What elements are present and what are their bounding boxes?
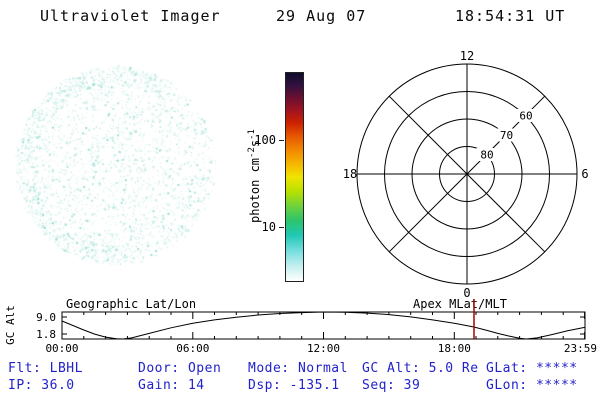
unit-prefix: photon cm (248, 158, 262, 223)
status-gcalt: GC Alt: 5.0 Re (362, 361, 479, 376)
uvi-display-window: Ultraviolet Imager 29 Aug 07 18:54:31 UT… (0, 0, 600, 400)
status-ip: IP: 36.0 (8, 378, 75, 393)
y-tick-top: 9.0 (36, 311, 56, 324)
colorbar-gradient (285, 72, 304, 282)
uvi-disk-image (12, 62, 218, 268)
status-dsp: Dsp: -135.1 (248, 378, 340, 393)
status-door: Door: Open (138, 361, 221, 376)
status-mode: Mode: Normal (248, 361, 348, 376)
colorbar-unit-label: photon cm-2s-1 (244, 116, 260, 236)
x-tick-0600: 06:00 (176, 342, 209, 355)
status-glat: GLat: ***** (486, 361, 578, 376)
lat-label-60: 60 (519, 110, 532, 123)
lat-labels: 60 70 80 (477, 109, 537, 162)
status-panel: Flt: LBHL Door: Open Mode: Normal GC Alt… (0, 358, 600, 400)
status-flt: Flt: LBHL (8, 361, 83, 376)
status-glon: GLon: ***** (486, 378, 578, 393)
status-gain: Gain: 14 (138, 378, 205, 393)
mlt-label-12: 12 (460, 50, 474, 63)
lat-label-70: 70 (500, 129, 513, 142)
x-tick-2359: 23:59 (564, 342, 597, 355)
lat-label-80: 80 (480, 149, 493, 162)
mlt-label-6: 6 (581, 167, 588, 181)
status-seq: Seq: 39 (362, 378, 420, 393)
unit-exp-1: -1 (247, 129, 257, 140)
timeline-right-title: Apex MLat/MLT (413, 297, 507, 311)
header-date: 29 Aug 07 (276, 7, 366, 25)
polar-grid-plot: 12 0 18 6 60 70 80 (340, 50, 596, 300)
colorbar-tick-100 (279, 140, 284, 141)
colorbar-tick-10 (279, 227, 284, 228)
timeline-yticks (62, 317, 585, 334)
app-title: Ultraviolet Imager (40, 7, 221, 25)
header-time: 18:54:31 UT (455, 7, 565, 25)
gc-alt-timeline: Geographic Lat/Lon Apex MLat/MLT GC Alt … (0, 295, 600, 361)
timeline-left-title: Geographic Lat/Lon (66, 297, 196, 311)
x-tick-0000: 00:00 (45, 342, 78, 355)
y-axis-title: GC Alt (4, 305, 17, 345)
x-tick-1800: 18:00 (438, 342, 471, 355)
polar-grid (357, 64, 577, 284)
unit-mid: s (248, 140, 262, 147)
unit-exp-2: -2 (247, 147, 257, 158)
y-tick-bottom: 1.8 (36, 328, 56, 341)
mlt-label-18: 18 (343, 167, 357, 181)
x-tick-1200: 12:00 (307, 342, 340, 355)
